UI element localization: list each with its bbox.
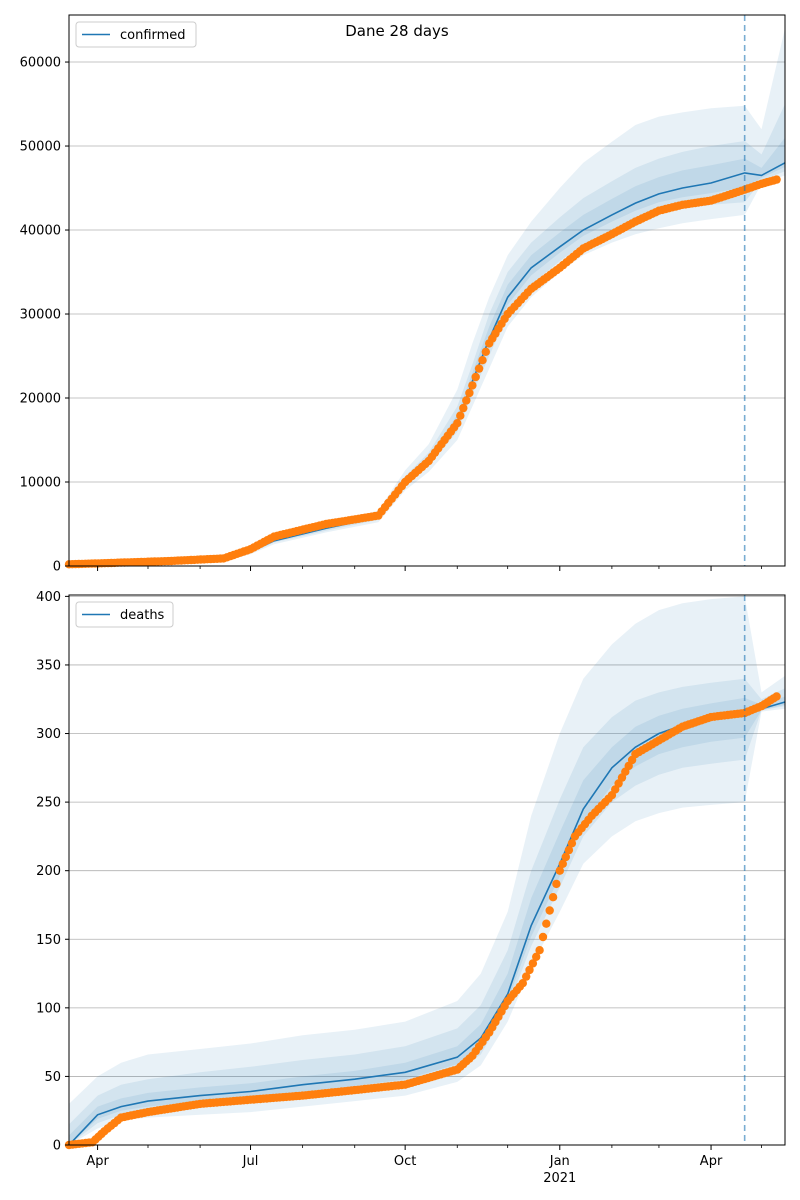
legend: confirmed bbox=[75, 21, 197, 48]
y-tick-label: 60000 bbox=[20, 56, 61, 71]
figure-title: Dane 28 days bbox=[345, 22, 449, 40]
observed-point bbox=[525, 965, 534, 975]
band-outer bbox=[69, 28, 785, 566]
x-tick-label: Jan bbox=[549, 1154, 570, 1169]
observed-point bbox=[552, 879, 561, 889]
y-tick-label: 0 bbox=[53, 1139, 61, 1154]
band-inner bbox=[69, 696, 785, 1145]
x-tick-label: Apr bbox=[86, 1154, 109, 1169]
observed-point bbox=[567, 839, 577, 848]
y-tick-label: 20000 bbox=[20, 392, 61, 407]
observed-point bbox=[481, 347, 490, 356]
x-tick-label: Apr bbox=[700, 1154, 723, 1169]
observed-point bbox=[462, 396, 471, 405]
observed-point bbox=[478, 356, 487, 365]
x-year-label: 2021 bbox=[543, 1171, 576, 1186]
y-tick-label: 400 bbox=[36, 590, 61, 605]
observed-point bbox=[453, 419, 462, 428]
y-tick-label: 50000 bbox=[20, 140, 61, 155]
y-tick-label: 350 bbox=[36, 658, 61, 673]
observed-point bbox=[522, 972, 531, 981]
observed-point bbox=[459, 403, 468, 413]
y-tick-label: 200 bbox=[36, 864, 61, 879]
observed-point bbox=[535, 946, 544, 955]
band-inner bbox=[69, 137, 785, 565]
observed-point bbox=[528, 959, 538, 968]
legend-box bbox=[75, 601, 174, 628]
observed-point bbox=[542, 919, 551, 928]
y-tick-label: 0 bbox=[53, 560, 61, 575]
axes-frame bbox=[68, 594, 786, 1146]
y-tick-label: 10000 bbox=[20, 476, 61, 491]
legend-box bbox=[75, 21, 197, 48]
observed-point bbox=[532, 952, 541, 961]
band-middle bbox=[69, 678, 785, 1145]
x-tick-label: Oct bbox=[394, 1154, 416, 1169]
y-tick-label: 250 bbox=[36, 796, 61, 811]
y-tick-label: 300 bbox=[36, 727, 61, 742]
legend: deaths bbox=[75, 601, 174, 628]
x-tick-label: Jul bbox=[242, 1154, 259, 1169]
observed-point bbox=[548, 893, 558, 902]
observed-point bbox=[558, 859, 567, 868]
axes-frame bbox=[68, 14, 786, 567]
legend-label: deaths bbox=[120, 608, 165, 623]
observed-point bbox=[555, 866, 564, 875]
observed-point bbox=[545, 906, 554, 915]
observed-point bbox=[468, 381, 477, 390]
observed-point bbox=[474, 364, 484, 373]
confirmed-chart: 0 10000 20000 30000 40000 50000 60000 confirmed bbox=[20, 14, 786, 575]
observed-point bbox=[538, 932, 548, 942]
observed-point bbox=[772, 175, 781, 184]
y-tick-label: 40000 bbox=[20, 224, 61, 239]
observed-point bbox=[564, 845, 574, 855]
observed-point bbox=[471, 372, 480, 382]
y-tick-label: 100 bbox=[36, 1001, 61, 1016]
observed-point bbox=[772, 692, 781, 701]
observed-point bbox=[561, 852, 570, 862]
band-middle bbox=[69, 104, 785, 565]
y-tick-label: 50 bbox=[44, 1070, 61, 1085]
observed-point bbox=[456, 411, 465, 420]
legend-label: confirmed bbox=[120, 28, 186, 43]
band-outer bbox=[69, 596, 785, 1145]
y-tick-label: 150 bbox=[36, 933, 61, 948]
deaths-chart: 0 50 100 150 200 250 300 350 400 Apr Jul Oct Jan Apr 2… bbox=[36, 590, 786, 1186]
observed-point bbox=[518, 979, 527, 988]
observed-point bbox=[465, 388, 474, 398]
y-tick-label: 30000 bbox=[20, 308, 61, 323]
